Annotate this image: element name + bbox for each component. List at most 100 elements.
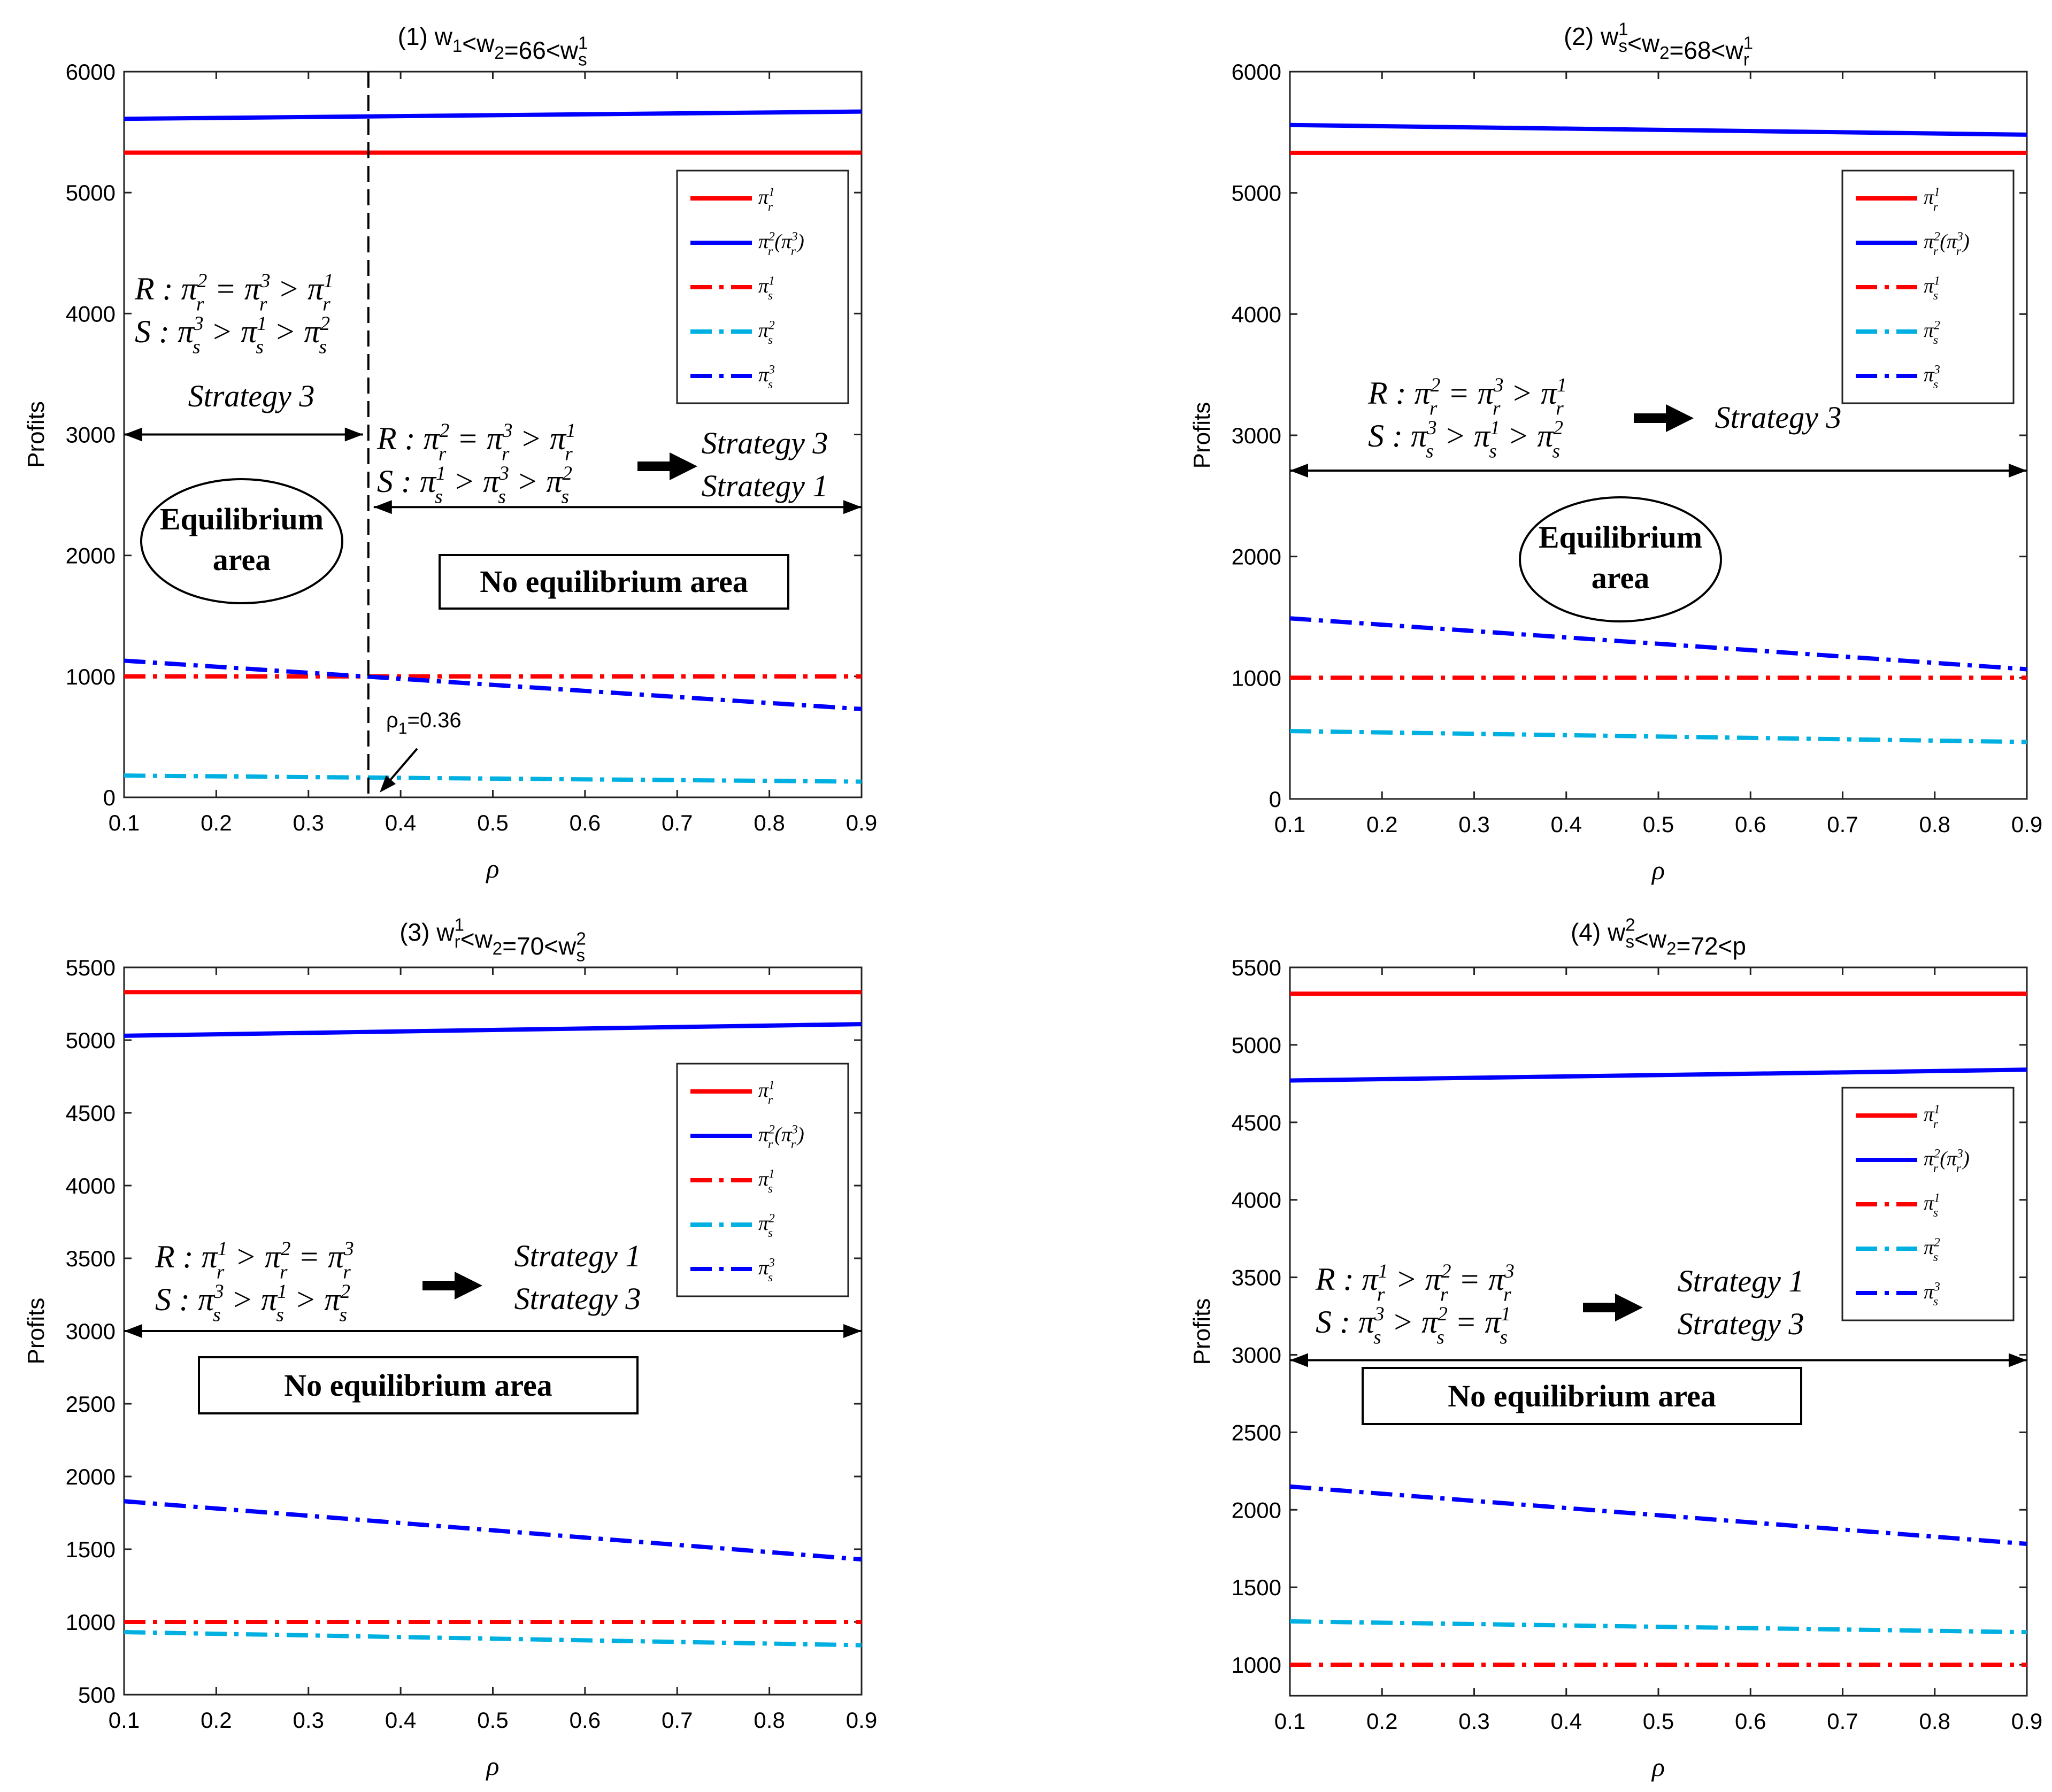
equilibrium-label-2: area (1592, 560, 1649, 595)
math-span: π (1924, 1148, 1934, 1170)
relation-r: R : π1 r > π2 r = π3 r (155, 1238, 354, 1283)
arrow-head-left (124, 427, 142, 442)
math-span (1938, 1281, 1940, 1303)
relation-s-text: S : π3 s > π2 s = π1 s (1316, 1303, 1511, 1348)
relation-s: S : π3 s > π2 s = π1 s (1316, 1303, 1511, 1348)
strategy-label-1: Strategy 1 (514, 1239, 641, 1273)
math-span: ) (1962, 230, 1970, 253)
math-span (773, 1079, 774, 1102)
math-span: r (1933, 1117, 1939, 1131)
relation-r: R : π2 r = π3 r > π1 r (1367, 374, 1567, 419)
legend-label-text: π2 s (1924, 1236, 1940, 1264)
relation-s: S : π3 s > π1 s > π2 s (1368, 417, 1563, 462)
range-arrow-right (373, 500, 862, 514)
x-tick-label: 0.6 (570, 810, 601, 835)
rho-span: 1 (398, 720, 408, 737)
math-span: S : π (155, 1282, 215, 1317)
math-span: 2 (1553, 417, 1563, 439)
math-span: π (1924, 275, 1934, 297)
equilibrium-ellipse (1519, 496, 1722, 622)
legend-label-text: π1 s (1924, 274, 1940, 303)
math-span: (π (774, 230, 792, 253)
legend-label: π1 r (1924, 186, 1940, 214)
y-tick-label: 1000 (1232, 665, 1281, 690)
math-span: 2 (340, 1281, 350, 1303)
math-span (573, 421, 575, 456)
math-span (347, 1282, 350, 1317)
math-span: 3 (768, 363, 775, 377)
x-axis-label: ρ (1651, 1752, 1665, 1782)
math-span: π (758, 1079, 769, 1102)
math-span: ) (796, 1124, 804, 1146)
math-span (1938, 1103, 1940, 1126)
math-span (773, 1168, 774, 1190)
x-tick-label: 0.1 (109, 1708, 140, 1733)
math-span: 1 (1934, 186, 1940, 199)
math-span: ) (1962, 1148, 1970, 1170)
math-span: 2 (281, 1238, 291, 1260)
arrow-head-right (2009, 1353, 2027, 1367)
x-tick-label: 0.4 (385, 1708, 416, 1733)
rho-pointer-head (380, 775, 396, 793)
y-tick-label: 3000 (1232, 423, 1281, 448)
math-span: 1 (768, 1167, 775, 1181)
title-span: <w (462, 29, 495, 57)
math-span: (π (774, 1124, 792, 1146)
equilibrium-label-2: area (213, 542, 271, 577)
legend-label-text: π2 r (π3 r ) (758, 230, 804, 258)
legend-label-text: π2 r (π3 r ) (758, 1123, 804, 1151)
legend-label: π1 r (758, 186, 775, 214)
math-span: 1 (768, 274, 775, 288)
implies-arrow (422, 1272, 482, 1299)
math-span: 3 (791, 230, 798, 244)
math-span (351, 1239, 353, 1274)
x-tick-label: 0.4 (385, 810, 416, 835)
legend-label-text: π1 s (1924, 1191, 1940, 1220)
math-span (773, 1212, 774, 1235)
math-span (773, 1257, 774, 1279)
title-span: s (1618, 36, 1627, 56)
math-span: 3 (1493, 374, 1504, 396)
series-line-2 (124, 1022, 862, 1038)
y-tick-label: 3000 (66, 422, 116, 448)
x-tick-label: 0.5 (1643, 1709, 1674, 1734)
math-span: 1 (1378, 1260, 1388, 1282)
title-span: 2 (494, 43, 504, 63)
y-tick-label: 3000 (66, 1319, 116, 1344)
math-span: π (758, 364, 769, 386)
legend-label: π1 s (758, 1167, 775, 1196)
legend-label: π3 s (758, 363, 775, 391)
legend-label-text: π3 s (1924, 363, 1940, 391)
legend-label-text: π1 r (1924, 186, 1940, 214)
math-span: S : π (377, 464, 437, 499)
title-span: s (577, 946, 586, 966)
math-span: r (1933, 244, 1939, 258)
strategy-label-right-1: Strategy 3 (702, 426, 828, 460)
math-span: 2 (768, 1212, 775, 1226)
math-span: r (343, 1261, 351, 1283)
legend-label: π2 s (1924, 319, 1940, 347)
y-tick-label: 1000 (1232, 1652, 1281, 1678)
math-span: r (217, 1261, 225, 1283)
math-span: 1 (1501, 1303, 1511, 1325)
x-axis-label: ρ (486, 853, 499, 883)
math-span: S : π (1316, 1304, 1375, 1340)
x-tick-label: 0.3 (293, 810, 324, 835)
series-line-2 (124, 109, 862, 121)
legend-label: π2 s (758, 1212, 775, 1240)
legend-label-text: π2 s (1924, 319, 1940, 347)
x-tick-label: 0.5 (1643, 812, 1674, 837)
math-span: 2 (320, 313, 330, 335)
range-arrow (1290, 464, 2027, 478)
math-span: s (213, 1304, 220, 1326)
x-tick-label: 0.9 (2011, 812, 2042, 837)
math-span: > π (227, 1239, 281, 1274)
series-line-4 (124, 773, 862, 784)
math-span: 2 (1934, 230, 1940, 244)
math-span: π (758, 230, 769, 253)
math-span: = π (1440, 375, 1494, 411)
relation-s-text: S : π3 s > π1 s > π2 s (155, 1281, 350, 1326)
math-span: π (758, 186, 769, 209)
y-axis-label: Profits (1189, 1298, 1215, 1365)
y-tick-label: 6000 (66, 59, 116, 84)
